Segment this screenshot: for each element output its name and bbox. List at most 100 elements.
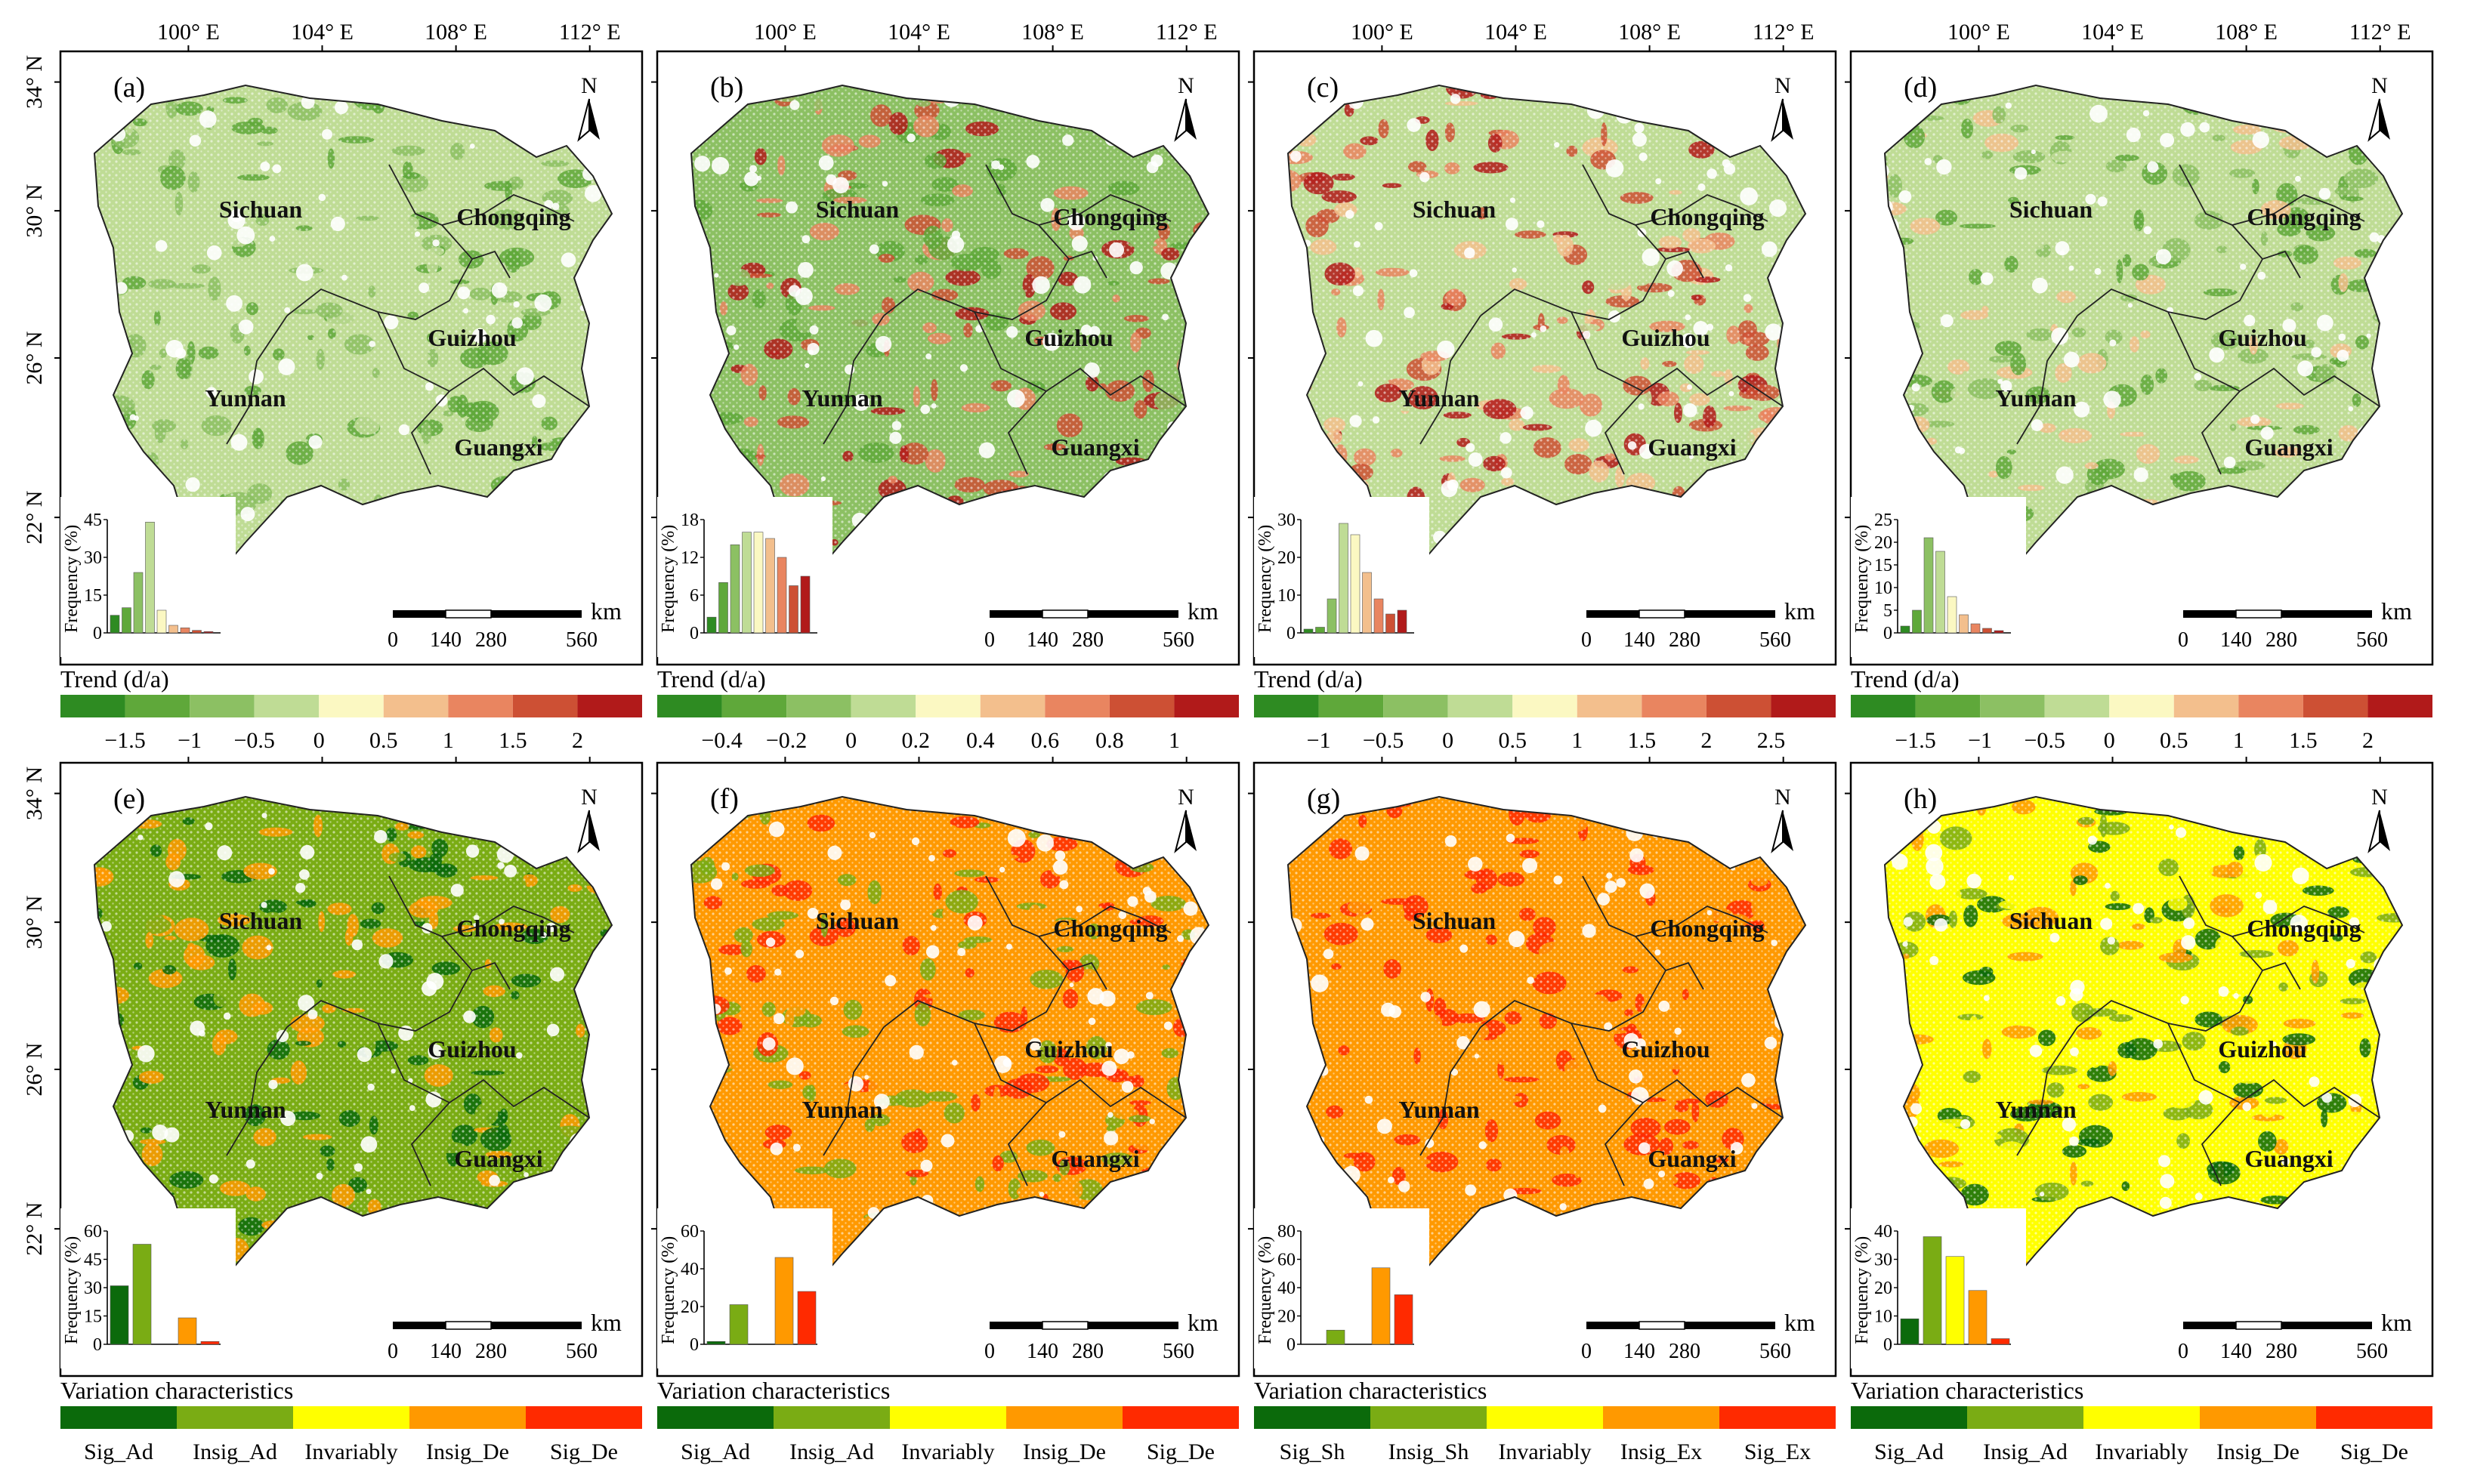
province-boundary: [1007, 1102, 1047, 1186]
legend-swatch: [1383, 695, 1448, 717]
histogram-bar: [1970, 623, 1981, 634]
legend: Variation characteristics Sig_Ad Insig_Ad I…: [1851, 1377, 2432, 1464]
histogram-tick-label: 0: [93, 624, 102, 643]
legend-swatch: [60, 695, 125, 717]
scale-tick-label: 0: [984, 628, 995, 652]
histogram-bar: [1303, 628, 1314, 634]
legend-title: Variation characteristics: [1254, 1377, 1487, 1404]
province-boundary: [2016, 1026, 2078, 1156]
map-raster: [1885, 797, 2402, 1280]
legend: Trend (d/a) −1.5 −1 −0.5 0 0.5 1 1.5 2: [60, 665, 642, 753]
latitude-label: 30° N: [22, 896, 47, 949]
map-panel-f: Sichuan Chongqing Guizhou Yunnan Guangxi (f) N…: [651, 757, 1240, 1378]
legend-category-label: Sig_De: [1147, 1439, 1215, 1464]
legend-swatch: [1370, 1406, 1487, 1429]
histogram-bar: [145, 522, 155, 634]
scale-segment: [2183, 610, 2236, 618]
region-label-sichuan: Sichuan: [816, 196, 899, 223]
histogram-tick-label: 30: [1277, 511, 1296, 530]
scale-tick-label: 280: [2266, 628, 2297, 652]
legend-swatch: [851, 695, 916, 717]
study-area-outline: [690, 84, 1210, 570]
scale-segment: [1639, 609, 1685, 619]
region-label-guangxi: Guangxi: [454, 1145, 542, 1172]
histogram-bar: [168, 625, 178, 634]
legend-swatch: [2200, 1406, 2316, 1429]
scale-tick-label: 0: [1581, 1340, 1592, 1363]
histogram-bar: [132, 1244, 152, 1345]
longitude-label: 112° E: [1753, 20, 1815, 45]
region-label-guangxi: Guangxi: [1051, 1145, 1139, 1172]
legend-category-label: Sig_Ad: [84, 1439, 153, 1464]
panel-label: (g): [1307, 783, 1340, 815]
scale-tick-label: 140: [1623, 1340, 1655, 1363]
histogram: Frequency (%) 0 20 40 60: [657, 1208, 832, 1368]
province-boundary: [2077, 970, 2263, 1032]
province-boundary: [2077, 258, 2263, 320]
legend-tick-label: 1: [443, 728, 454, 753]
legend-swatch: [1851, 695, 1916, 717]
map-panel-d: Sichuan Chongqing Guizhou Yunnan Guangxi (d) N…: [1845, 45, 2434, 666]
north-arrow-right: [589, 810, 600, 851]
longitude-label: 112° E: [2349, 20, 2411, 45]
histogram: Frequency (%) 0 15 30 45: [60, 497, 236, 657]
histogram-bar: [1385, 613, 1395, 634]
histogram-ylabel: Frequency (%): [1256, 525, 1275, 633]
longitude-label: 108° E: [1021, 20, 1084, 45]
province-boundary: [2179, 875, 2301, 990]
scale-bar: km 0 140 280 560: [984, 597, 1218, 652]
legend-swatch: [1851, 1406, 1967, 1429]
legend-tick-label: 0: [2104, 728, 2115, 753]
legend: Variation characteristics Sig_Sh Insig_Sh I…: [1254, 1377, 1836, 1464]
north-arrow-icon: N: [577, 785, 600, 853]
study-area-outline: [93, 795, 613, 1282]
latitude-label: 26° N: [22, 1042, 47, 1096]
province-boundary: [1007, 390, 1047, 475]
scale-segment: [2235, 1321, 2282, 1330]
histogram-tick-label: 15: [84, 1307, 102, 1327]
legend-swatch: [254, 695, 320, 717]
legend-swatch: [890, 1406, 1006, 1429]
north-arrow-right: [1186, 810, 1197, 851]
longitude-label: 104° E: [888, 20, 950, 45]
histogram-tick-label: 20: [1277, 1307, 1296, 1327]
histogram-bar: [200, 1341, 220, 1345]
legend-category-label: Insig_De: [2216, 1439, 2299, 1464]
scale-tick-label: 0: [388, 1340, 398, 1363]
histogram-bar: [1327, 598, 1337, 634]
legend-swatch: [2083, 1406, 2200, 1429]
scale-segment: [393, 610, 446, 618]
map-panel-a: Sichuan Chongqing Guizhou Yunnan Guangxi (a) N…: [54, 45, 644, 666]
legend-swatch: [409, 1406, 526, 1429]
legend-swatch: [293, 1406, 409, 1429]
scale-segment: [1685, 1322, 1775, 1329]
legend: Variation characteristics Sig_Ad Insig_Ad I…: [657, 1377, 1239, 1464]
scale-tick-label: 0: [1581, 628, 1592, 652]
histogram-bar: [706, 1341, 726, 1345]
region-label-chongqing: Chongqing: [1053, 915, 1167, 942]
legend-swatch: [786, 695, 851, 717]
legend-category-label: Sig_Ad: [681, 1439, 750, 1464]
legend-swatch: [1487, 1406, 1603, 1429]
scale-tick-label: 280: [475, 1340, 507, 1363]
legend-swatch: [774, 1406, 890, 1429]
legend-title: Variation characteristics: [657, 1377, 890, 1404]
scale-segment: [1042, 1321, 1089, 1330]
legend-swatch: [512, 695, 578, 717]
panel-label: (e): [113, 783, 145, 815]
scale-bar: km 0 140 280 560: [2178, 1309, 2412, 1363]
region-label-chongqing: Chongqing: [2247, 915, 2361, 942]
legend-swatch: [1915, 695, 1981, 717]
legend-swatch: [1254, 1406, 1370, 1429]
latitude-label: 34° N: [22, 55, 47, 109]
legend-category-label: Sig_De: [550, 1439, 618, 1464]
longitude-label: 100° E: [1351, 20, 1413, 45]
longitude-label: 104° E: [2081, 20, 2144, 45]
north-label: N: [2371, 73, 2388, 98]
histogram-tick-label: 30: [1874, 1251, 1892, 1270]
region-label-guangxi: Guangxi: [2244, 433, 2333, 461]
legend-tick-label: −1: [1968, 728, 1992, 753]
histogram-tick-label: 45: [84, 1251, 102, 1270]
north-arrow-icon: N: [1174, 785, 1197, 853]
histogram: Frequency (%) 0 15 30 45 60: [60, 1208, 236, 1368]
